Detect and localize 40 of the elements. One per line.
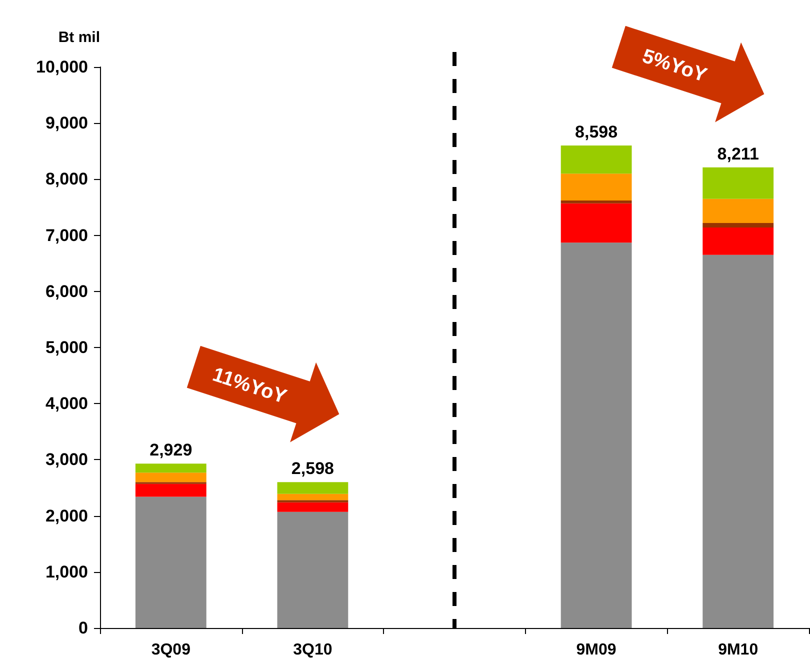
y-tick-label: 5,000 [45, 338, 88, 357]
y-tick-label: 7,000 [45, 226, 88, 245]
bar [702, 167, 774, 199]
x-tick-label: 9M09 [576, 642, 616, 658]
y-tick-label: 8,000 [45, 170, 88, 189]
y-tick-label: 3,000 [45, 450, 88, 470]
y-tick-label: 10,000 [36, 58, 88, 76]
y-tick-label: 4,000 [45, 394, 88, 414]
total-label: 8,598 [575, 122, 618, 142]
bar [277, 512, 348, 628]
bar [560, 242, 632, 628]
y-tick-label: 1,000 [45, 562, 88, 582]
y-tick-label: 6,000 [45, 282, 88, 301]
bar [277, 482, 348, 494]
y-axis-title: Bt mil [58, 29, 100, 46]
bar [135, 464, 206, 473]
y-tick-label: 0 [78, 618, 88, 638]
bar [277, 494, 348, 500]
bar [135, 472, 206, 482]
bar [560, 146, 632, 174]
annotation: 5%YoY [640, 45, 710, 87]
bar [277, 502, 348, 512]
bar [702, 198, 774, 223]
annotation: 11%YoY [210, 364, 290, 408]
bar [702, 254, 774, 628]
x-tick-label: 3Q09 [151, 642, 191, 658]
x-tick-label: 9M10 [718, 642, 758, 658]
total-label: 8,211 [717, 144, 759, 164]
bar [560, 200, 632, 204]
bar [560, 203, 632, 243]
x-tick-label: 3Q10 [293, 642, 332, 658]
bar [135, 484, 206, 497]
y-tick-label: 9,000 [45, 114, 88, 133]
bar [560, 174, 632, 201]
bar [135, 496, 206, 628]
bar [702, 227, 774, 255]
total-label: 2,598 [291, 459, 334, 478]
y-tick-label: 2,000 [45, 506, 88, 526]
bar [702, 222, 774, 228]
total-label: 2,929 [150, 440, 192, 460]
